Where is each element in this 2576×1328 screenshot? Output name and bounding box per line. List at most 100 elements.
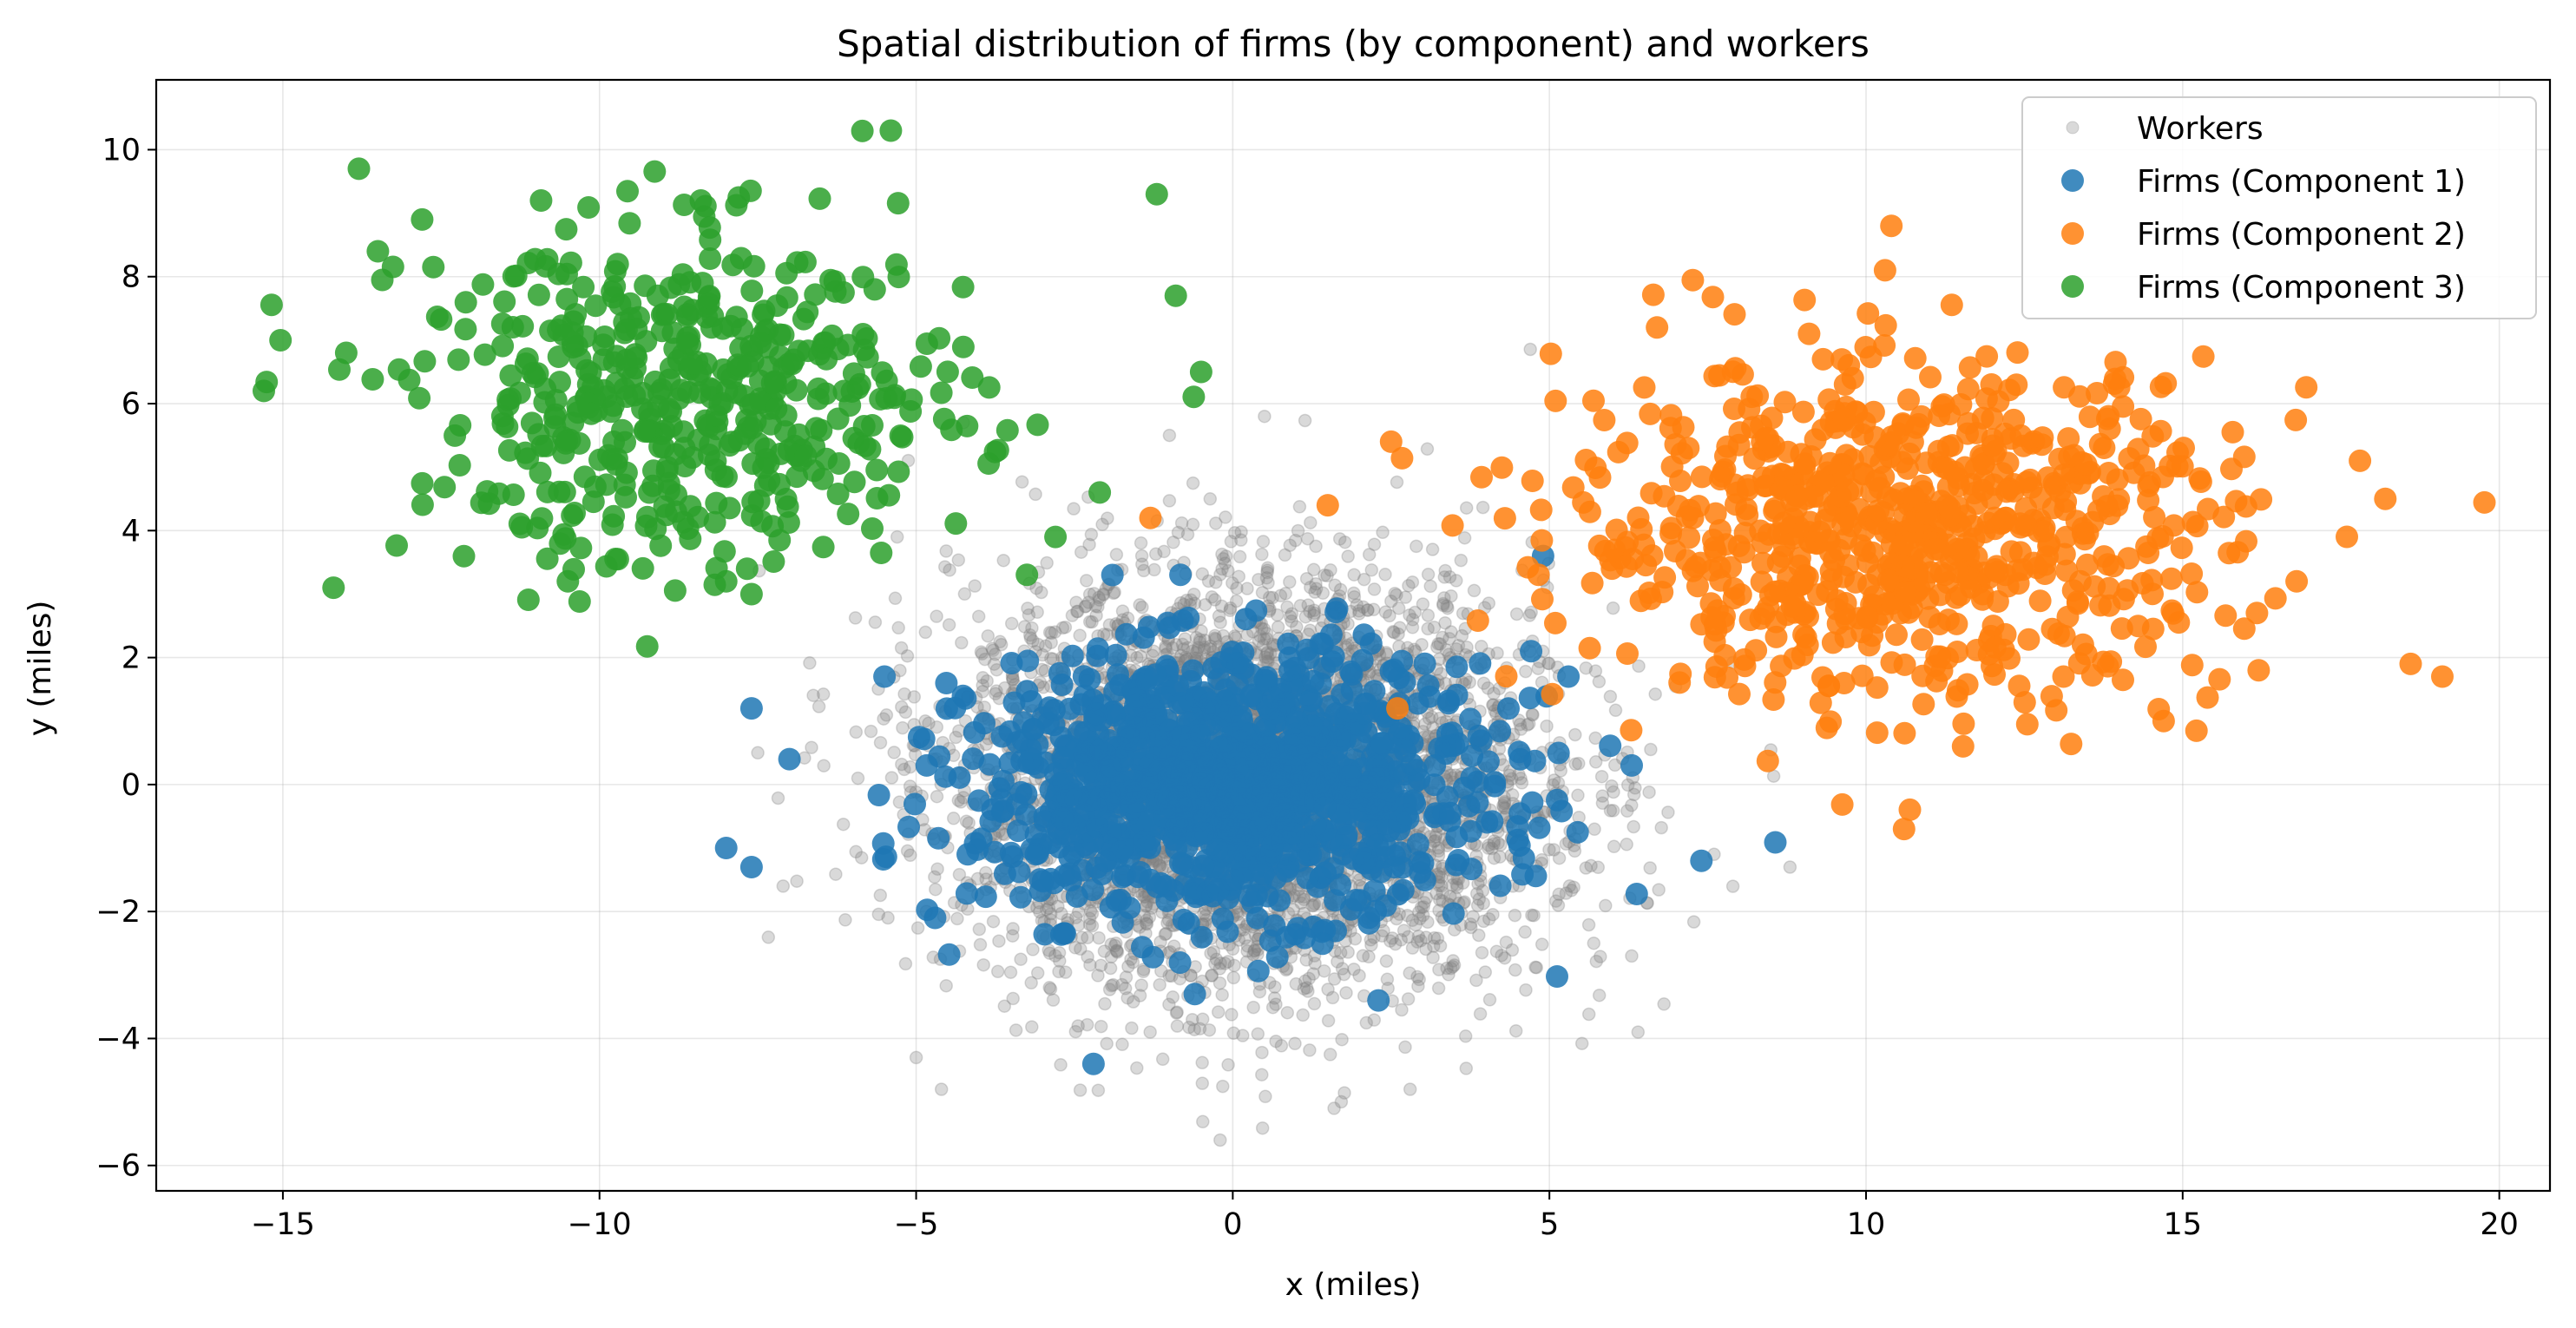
data-point xyxy=(1379,954,1394,969)
data-point xyxy=(1487,851,1502,865)
data-point xyxy=(1411,930,1426,943)
data-point xyxy=(1394,933,1409,947)
data-point xyxy=(1262,590,1277,605)
data-point xyxy=(1127,995,1140,1009)
data-point xyxy=(951,553,966,567)
data-point xyxy=(803,656,817,670)
data-point xyxy=(1246,1000,1260,1015)
data-point xyxy=(968,579,982,593)
data-point xyxy=(1226,575,1239,590)
data-point xyxy=(946,812,961,825)
data-point xyxy=(1226,970,1241,985)
data-point xyxy=(1195,1055,1209,1070)
data-point xyxy=(1025,1020,1039,1034)
data-point xyxy=(1519,664,1533,679)
data-point xyxy=(1300,531,1315,546)
data-point xyxy=(1628,781,1642,795)
data-point xyxy=(939,544,953,558)
data-point xyxy=(1429,827,1443,842)
data-point xyxy=(1458,1029,1473,1043)
data-point xyxy=(1143,1025,1157,1039)
data-point xyxy=(1184,969,1198,983)
data-point xyxy=(1006,922,1020,936)
data-point xyxy=(1255,621,1269,636)
data-point xyxy=(1274,1039,1289,1053)
data-point xyxy=(1551,898,1566,912)
data-point xyxy=(1448,923,1462,937)
data-point xyxy=(1384,594,1398,608)
data-point xyxy=(1417,896,1431,910)
data-point xyxy=(867,784,890,806)
data-point xyxy=(805,740,818,754)
data-point xyxy=(1074,930,1089,944)
data-point xyxy=(1307,606,1322,621)
data-point xyxy=(1523,342,1537,357)
data-point xyxy=(1625,883,1648,905)
data-point xyxy=(1447,958,1462,972)
data-point xyxy=(1147,562,1161,577)
data-point xyxy=(1135,557,1149,571)
data-point xyxy=(1081,950,1094,964)
data-point xyxy=(776,879,791,893)
data-point xyxy=(1074,545,1088,559)
data-point xyxy=(1176,642,1191,656)
data-point xyxy=(1042,981,1056,995)
data-point xyxy=(979,737,994,752)
data-point xyxy=(1278,587,1292,601)
data-point xyxy=(1227,629,1242,643)
data-point xyxy=(1339,986,1353,1000)
data-point xyxy=(1292,500,1307,514)
data-point xyxy=(1199,909,1213,923)
data-point xyxy=(1324,563,1337,577)
data-point xyxy=(1255,1045,1269,1060)
data-point xyxy=(1436,630,1449,645)
data-point xyxy=(1375,929,1390,943)
data-point xyxy=(1541,656,1555,671)
data-point xyxy=(1444,625,1458,639)
data-point xyxy=(1410,970,1424,984)
data-point xyxy=(848,611,863,625)
data-point xyxy=(1574,1036,1589,1050)
data-point xyxy=(1318,568,1331,582)
data-point xyxy=(1378,605,1393,619)
data-point xyxy=(1433,938,1448,953)
data-point xyxy=(884,771,899,785)
data-point xyxy=(1115,1037,1129,1052)
data-point xyxy=(1446,954,1460,968)
data-point xyxy=(1620,838,1633,851)
data-point xyxy=(1325,990,1340,1005)
data-point xyxy=(1097,944,1112,958)
data-point xyxy=(1004,616,1019,631)
data-point xyxy=(1347,589,1362,604)
data-point xyxy=(992,934,1006,948)
data-point xyxy=(1309,576,1323,591)
data-point xyxy=(1367,1013,1382,1027)
data-point xyxy=(1088,599,1103,614)
data-point xyxy=(1306,898,1321,912)
data-point xyxy=(1390,475,1404,490)
data-point xyxy=(1388,937,1403,951)
data-point xyxy=(1783,860,1797,874)
data-point xyxy=(1475,500,1490,515)
data-point xyxy=(985,641,999,655)
data-point xyxy=(1296,1008,1310,1022)
data-point xyxy=(1043,982,1058,996)
data-point xyxy=(1496,799,1510,813)
data-point xyxy=(1115,604,1130,618)
data-point xyxy=(1427,620,1442,634)
data-point xyxy=(1643,861,1657,875)
data-point xyxy=(1207,593,1222,607)
data-point xyxy=(942,618,956,632)
data-point xyxy=(1071,904,1086,919)
data-point xyxy=(1587,822,1601,837)
data-point xyxy=(1022,608,1036,622)
data-point xyxy=(1518,925,1532,939)
data-point xyxy=(1421,608,1436,622)
data-point xyxy=(1136,964,1151,979)
data-point xyxy=(887,746,901,759)
data-point xyxy=(1402,579,1416,593)
data-point xyxy=(1285,614,1298,628)
data-point xyxy=(1140,913,1153,928)
data-point xyxy=(1169,1006,1184,1020)
data-point xyxy=(990,964,1005,979)
